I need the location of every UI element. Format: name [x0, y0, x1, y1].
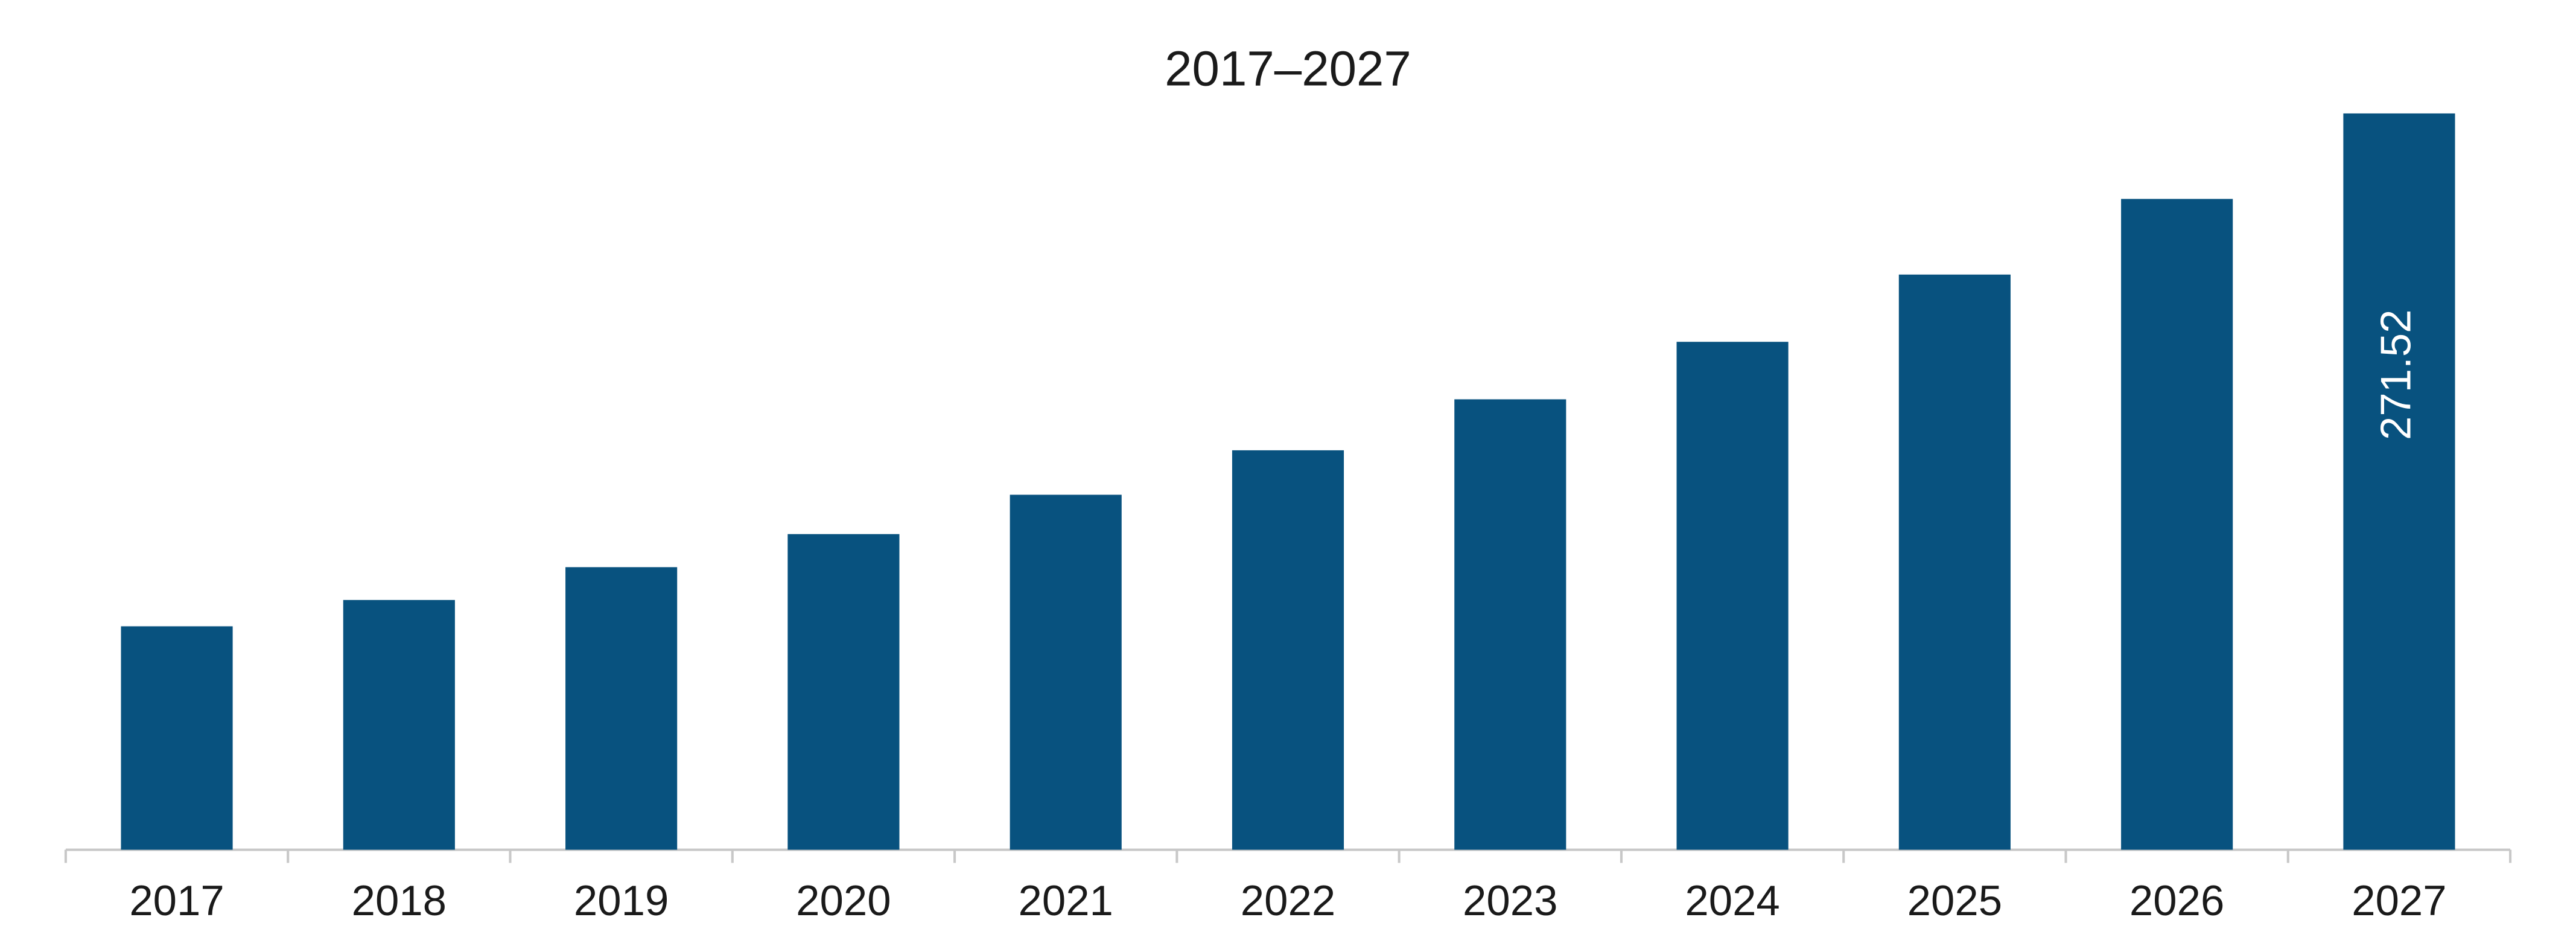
x-tick-label: 2022: [1241, 877, 1335, 924]
value-label: 271.52: [2372, 310, 2420, 440]
x-tick-label: 2021: [1018, 877, 1113, 924]
x-tick-label: 2027: [2352, 877, 2446, 924]
bar: [1010, 494, 1122, 850]
x-tick-label: 2024: [1685, 877, 1779, 924]
chart-title: 2017–2027: [1165, 41, 1411, 96]
x-tick-label: 2020: [796, 877, 891, 924]
bar: [787, 534, 900, 850]
bar: [1676, 342, 1789, 850]
bar: [121, 626, 233, 850]
x-tick-label: 2019: [574, 877, 669, 924]
bar: [1898, 274, 2011, 850]
x-tick-label: 2026: [2129, 877, 2224, 924]
bar: [1454, 399, 1566, 850]
x-tick-label: 2018: [352, 877, 447, 924]
bar: [2343, 113, 2455, 850]
x-tick-label: 2017: [129, 877, 224, 924]
bar: [565, 567, 678, 850]
bar: [1232, 450, 1344, 850]
bar: [343, 599, 455, 850]
bar: [2121, 199, 2233, 850]
x-tick-label: 2025: [1907, 877, 2002, 924]
x-tick-label: 2023: [1463, 877, 1557, 924]
